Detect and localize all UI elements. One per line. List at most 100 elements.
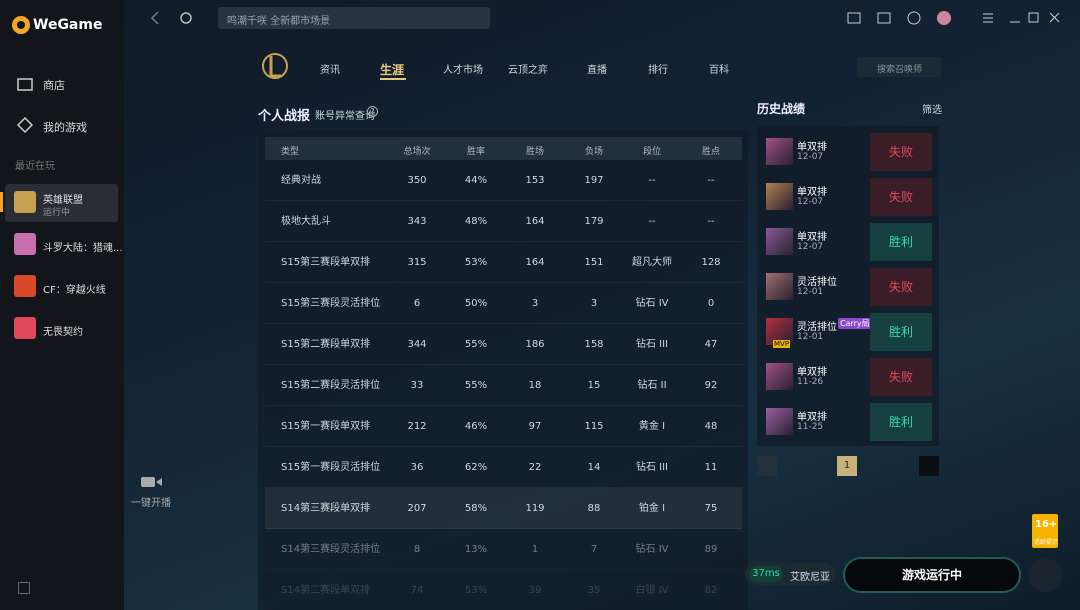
table-cell: 151 (584, 257, 604, 268)
table-cell: 钻石 III (635, 462, 669, 473)
table-cell: 11 (704, 462, 718, 473)
nav-tab[interactable]: 生涯 (380, 63, 405, 77)
game-name[interactable]: 英雄联盟 (43, 195, 83, 206)
nav-tab[interactable]: 资讯 (320, 65, 340, 76)
match-avatar (766, 363, 793, 390)
table-cell: 164 (525, 257, 545, 268)
store-icon (17, 78, 33, 91)
table-cell: 0 (707, 298, 715, 309)
help-icon[interactable]: ? (367, 106, 378, 117)
match-date: 12-01 (797, 287, 824, 297)
table-cell: 53% (464, 585, 488, 596)
match-mode: 灵活排位 (797, 277, 837, 288)
table-cell: 53% (464, 257, 488, 268)
match-result: 胜利 (870, 313, 932, 351)
game-name[interactable]: 斗罗大陆：猎魂... (43, 243, 123, 254)
table-cell: S14第二赛段单双排 (281, 585, 371, 596)
table-cell: 92 (704, 380, 718, 391)
table-panel (258, 130, 748, 610)
table-cell: 6 (413, 298, 421, 309)
report-link[interactable]: 账号异常查询 (315, 111, 375, 122)
collapse-button[interactable] (18, 582, 30, 594)
nav-item[interactable]: 我的游戏 (43, 121, 87, 134)
match-date: 11-26 (797, 377, 824, 387)
table-cell: 158 (584, 339, 604, 350)
table-row (265, 406, 742, 447)
table-header-cell: 胜场 (525, 147, 545, 157)
table-cell: 315 (407, 257, 427, 268)
history-title: 历史战绩 (757, 102, 806, 116)
table-header-cell: 类型 (281, 147, 300, 157)
match-avatar (766, 408, 793, 435)
search-box[interactable] (218, 7, 490, 29)
table-cell: -- (707, 216, 715, 227)
table-cell: 55% (464, 339, 488, 350)
filter-button[interactable]: 筛选 (922, 105, 942, 116)
game-icon[interactable] (14, 191, 36, 213)
next-page[interactable] (919, 456, 939, 476)
table-cell: 15 (587, 380, 601, 391)
prev-page[interactable] (757, 456, 777, 476)
table-cell: 钻石 IV (635, 544, 669, 555)
table-cell: 36 (410, 462, 424, 473)
match-mode: 单双排 (797, 142, 827, 153)
stream-button[interactable]: 一键开播 (131, 498, 171, 509)
game-name[interactable]: CF：穿越火线 (43, 285, 106, 296)
match-date: 12-07 (797, 197, 824, 207)
section-title: 最近在玩 (15, 161, 55, 172)
game-icon[interactable] (14, 275, 36, 297)
table-cell: 179 (584, 216, 604, 227)
table-cell: -- (648, 175, 656, 186)
table-cell: 48 (704, 421, 718, 432)
logo-icon (12, 16, 30, 34)
nav-tab[interactable]: 云顶之弈 (508, 65, 548, 76)
table-cell: 33 (410, 380, 424, 391)
table-cell: 186 (525, 339, 545, 350)
nav-arrows[interactable] (148, 10, 208, 26)
summoner-search-box[interactable] (857, 57, 941, 77)
table-cell: S14第三赛段灵活排位 (281, 544, 381, 555)
table-row (265, 488, 742, 529)
game-icon[interactable] (14, 233, 36, 255)
table-cell: 35 (587, 585, 601, 596)
window-controls[interactable] (845, 10, 1065, 26)
match-date: 12-07 (797, 242, 824, 252)
search-placeholder: 鸣潮千咲 全新都市场景 (227, 16, 331, 27)
table-row (265, 324, 742, 365)
table-cell: 50% (464, 298, 488, 309)
launch-button[interactable]: 游戏运行中 (843, 557, 1021, 593)
report-title: 个人战报 (258, 109, 311, 124)
nav-item[interactable]: 商店 (43, 79, 65, 92)
table-cell: 74 (410, 585, 424, 596)
table-cell: 46% (464, 421, 488, 432)
server: 艾欧尼亚 (790, 572, 830, 583)
table-cell: 钻石 III (635, 339, 669, 350)
match-date: 12-01 (797, 332, 824, 342)
nav-tab[interactable]: 排行 (648, 65, 668, 76)
table-cell: 55% (464, 380, 488, 391)
table-cell: 82 (704, 585, 718, 596)
carry-tag: Carry局 (838, 318, 872, 329)
page-number[interactable]: 1 (837, 456, 857, 476)
match-result: 胜利 (870, 403, 932, 441)
table-header-cell: 负场 (584, 147, 604, 157)
table-row (265, 447, 742, 488)
more-button[interactable] (1028, 558, 1062, 592)
table-cell: 197 (584, 175, 604, 186)
table-cell: 黄金 I (638, 421, 666, 432)
game-name[interactable]: 无畏契约 (43, 327, 83, 338)
table-cell: 13% (464, 544, 488, 555)
nav-tab[interactable]: 人才市场 (443, 65, 483, 76)
table-cell: S15第二赛段单双排 (281, 339, 371, 350)
table-row (265, 242, 742, 283)
match-avatar (766, 138, 793, 165)
table-cell: 343 (407, 216, 427, 227)
table-cell: 153 (525, 175, 545, 186)
nav-tab[interactable]: 直播 (587, 65, 607, 76)
match-avatar (766, 228, 793, 255)
table-cell: 超凡大师 (632, 257, 672, 268)
lol-logo (262, 53, 288, 79)
game-icon[interactable] (14, 317, 36, 339)
nav-tab[interactable]: 百科 (709, 65, 729, 76)
